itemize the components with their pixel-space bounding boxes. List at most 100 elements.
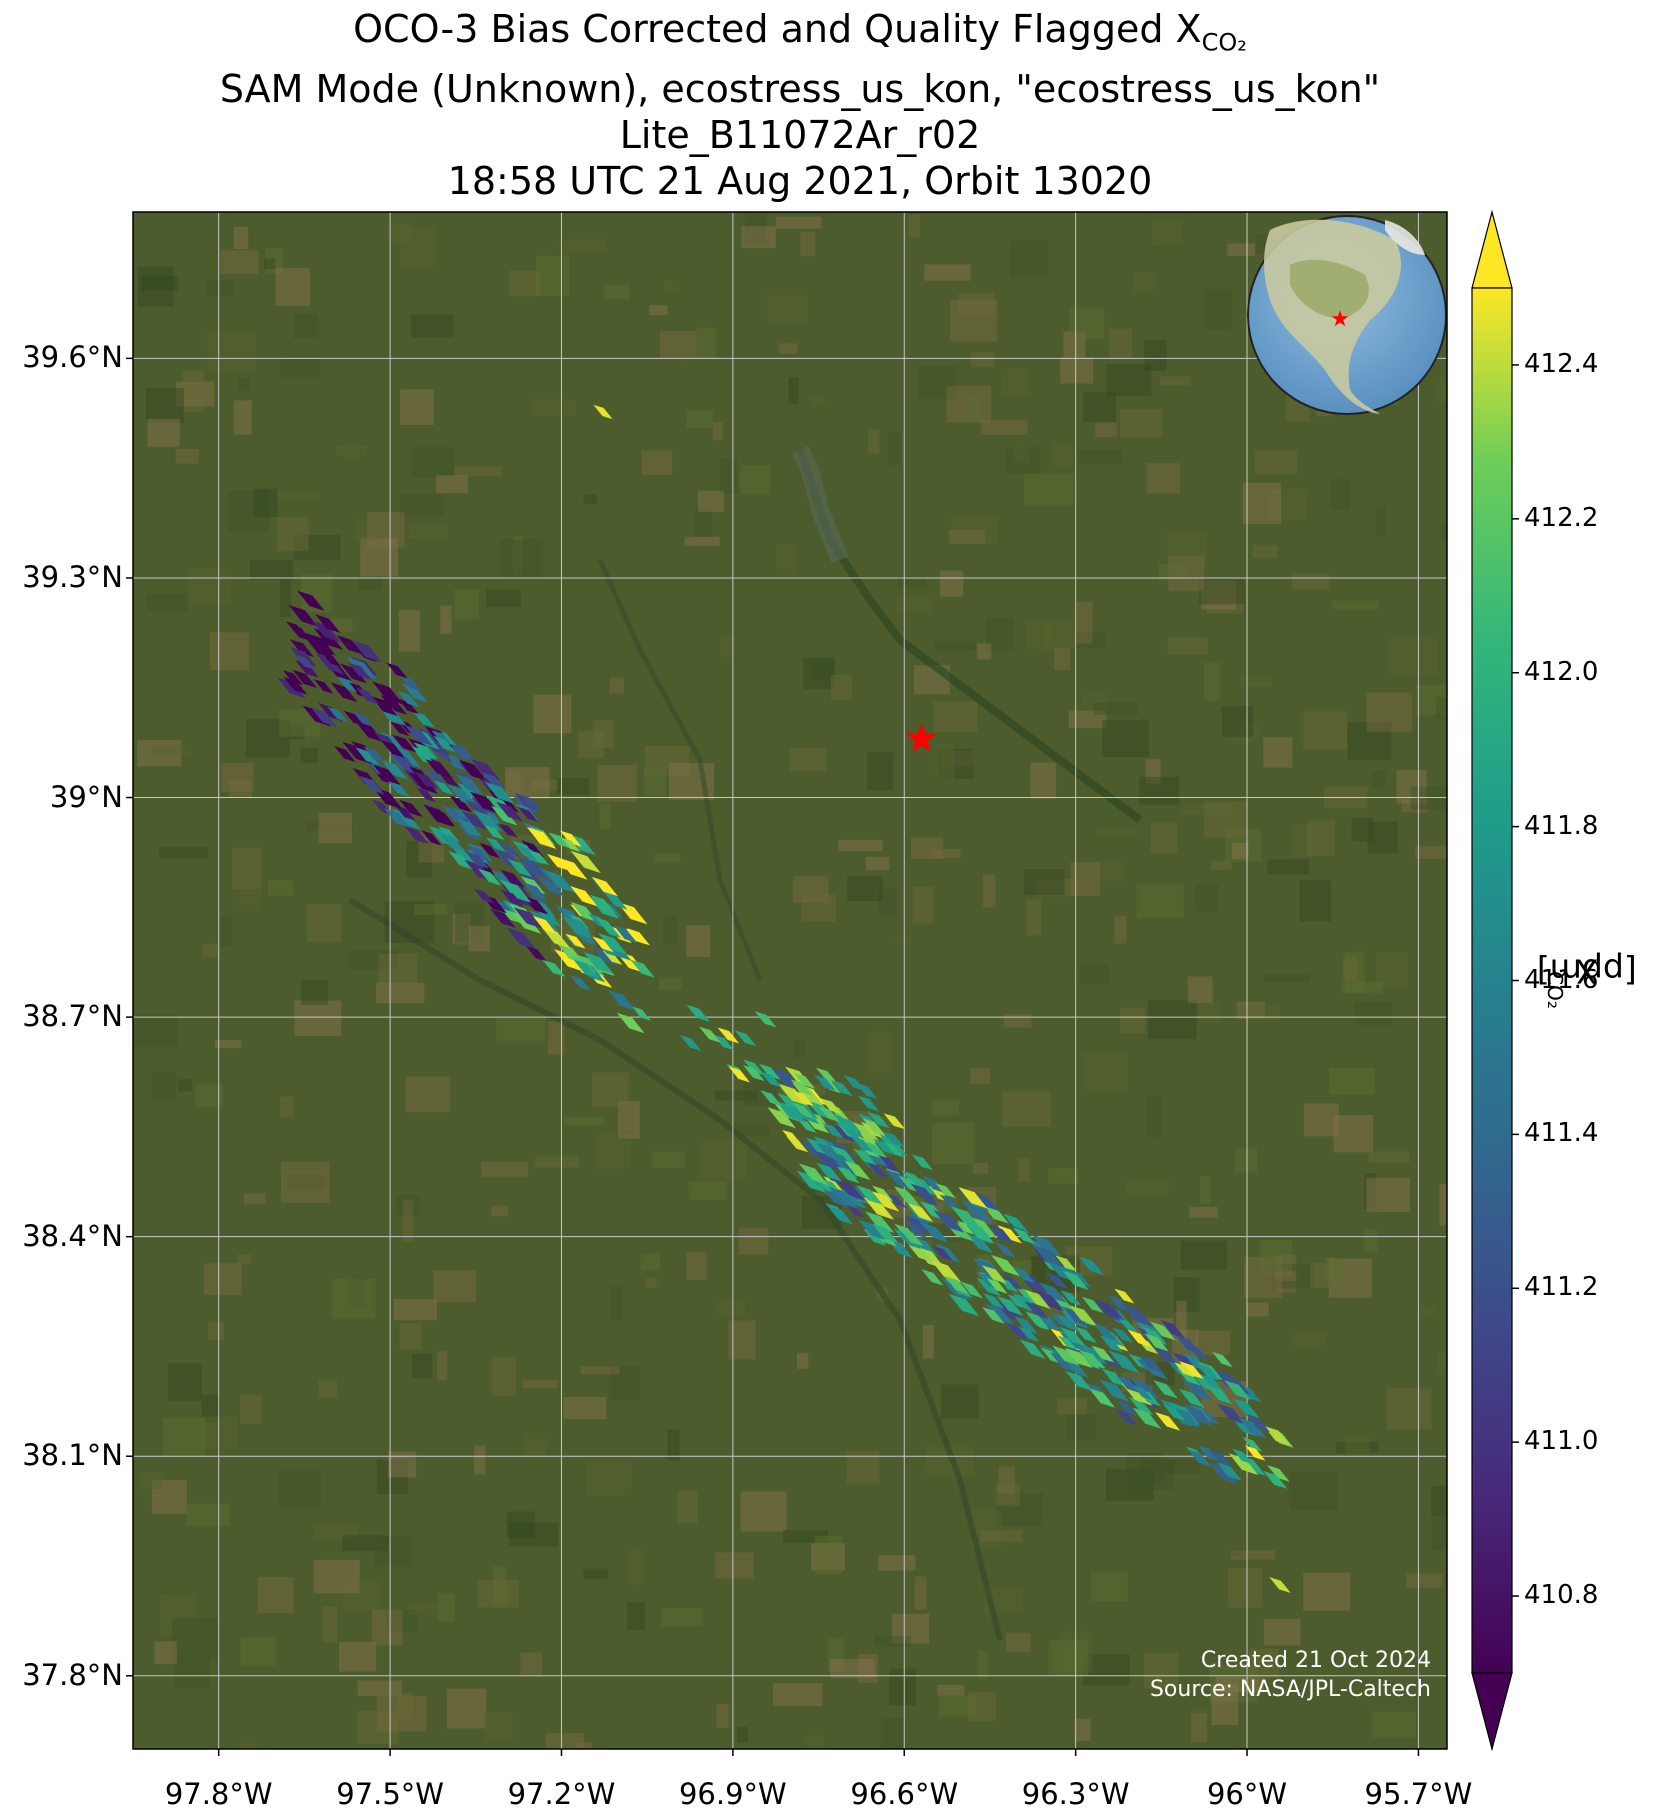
terrain-patch [667, 1429, 680, 1461]
terrain-patch [412, 1353, 433, 1379]
terrain-patch [137, 739, 182, 767]
sounding-footprint [981, 1203, 1009, 1224]
sounding-footprint [865, 1211, 895, 1233]
sounding-footprint [500, 879, 532, 903]
terrain-patch [1199, 1175, 1211, 1204]
sounding-footprint [1078, 1349, 1105, 1369]
terrain-patch [688, 1180, 727, 1200]
inset-globe-icon: ★ [1247, 215, 1447, 415]
terrain-patch [1222, 705, 1254, 738]
terrain-patch [1083, 1052, 1128, 1091]
terrain-patch [1209, 1664, 1259, 1703]
terrain-patch [1082, 693, 1107, 709]
terrain-patch [182, 370, 204, 413]
terrain-patch [874, 1635, 911, 1647]
colorbar-gradient [1471, 287, 1513, 1674]
colorbar-tick-label: 412.0 [1524, 656, 1599, 687]
terrain-patch [1263, 1618, 1301, 1646]
sounding-footprint [910, 1183, 937, 1203]
sounding-footprint [286, 621, 307, 637]
terrain-patch [175, 448, 199, 464]
sounding-footprint [355, 747, 380, 766]
sounding-footprint [699, 1026, 721, 1043]
terrain-patch [948, 529, 986, 544]
terrain-patch [1006, 1632, 1031, 1653]
sounding-footprint [363, 746, 386, 764]
terrain-patch [1095, 828, 1138, 837]
terrain-patch [1246, 1302, 1269, 1317]
terrain-patch [205, 280, 235, 296]
terrain-patch [910, 837, 943, 859]
terrain-patch [811, 1543, 845, 1571]
sounding-footprint [321, 651, 342, 667]
terrain-patch [1003, 1013, 1032, 1028]
sounding-footprint [316, 653, 344, 675]
sounding-footprint [1129, 1377, 1160, 1400]
sounding-footprint [864, 1141, 887, 1158]
colorbar-min-extend [1471, 1672, 1513, 1752]
terrain-patch [812, 659, 835, 680]
terrain-patch [1147, 1095, 1162, 1138]
sounding-footprint [844, 1160, 871, 1181]
sounding-footprint [542, 959, 566, 977]
terrain-patch [1108, 328, 1132, 358]
terrain-patch [1366, 692, 1412, 732]
terrain-patch [1203, 289, 1232, 330]
sounding-footprint [856, 1185, 883, 1205]
terrain-patch [1004, 446, 1040, 474]
sounding-footprint [982, 1293, 1005, 1309]
sounding-footprint [1142, 1326, 1167, 1346]
terrain-patch [378, 953, 418, 996]
sounding-footprint [932, 1245, 953, 1261]
terrain-patch [435, 475, 468, 494]
terrain-patch [1419, 1305, 1435, 1317]
terrain-patch [1415, 845, 1447, 860]
sounding-footprint [948, 1293, 980, 1317]
terrain-patch [847, 875, 883, 902]
sounding-footprint [1052, 1345, 1080, 1366]
terrain-patch [238, 881, 262, 911]
sounding-footprint [904, 1215, 929, 1234]
sounding-footprint [1232, 1398, 1260, 1419]
terrain-patch [932, 1122, 975, 1165]
terrain-patch [152, 745, 193, 756]
terrain-patch [866, 1031, 893, 1074]
sounding-footprint [546, 853, 570, 871]
terrain-patch [139, 1471, 162, 1490]
sounding-footprint [352, 640, 382, 663]
sounding-footprint [1115, 1409, 1138, 1426]
terrain-patch [651, 1151, 686, 1168]
terrain-patch [276, 516, 309, 552]
terrain-patch [372, 1609, 403, 1646]
sounding-footprint [872, 1185, 894, 1202]
terrain-patch [982, 874, 996, 908]
terrain-patch [306, 822, 354, 831]
terrain-patch [203, 1263, 243, 1295]
terrain-patch [837, 839, 883, 852]
sounding-footprint [390, 721, 410, 737]
terrain-patch [207, 1322, 225, 1341]
sounding-footprint [438, 832, 467, 853]
terrain-patch [201, 1394, 221, 1422]
terrain-patch [806, 1735, 824, 1749]
sounding-footprint [860, 1121, 883, 1138]
sounding-footprint [1183, 1404, 1214, 1427]
sounding-footprint [294, 654, 316, 670]
sounding-footprint [380, 694, 408, 715]
terrain-patch [803, 657, 835, 690]
terrain-patch [1333, 1115, 1374, 1153]
terrain-patch [410, 314, 454, 338]
terrain-patch [491, 1205, 509, 1217]
sounding-footprint [975, 1193, 1000, 1212]
sounding-footprint [517, 806, 538, 822]
terrain-patch [1105, 1468, 1154, 1501]
terrain-patch [1307, 820, 1335, 857]
sounding-footprint [292, 669, 318, 688]
terrain-patch [355, 519, 380, 541]
xco2-soundings [277, 404, 1294, 1593]
sounding-footprint [570, 975, 592, 991]
terrain-patch [1236, 1001, 1266, 1019]
longitude-label: 95.7°W [1364, 1777, 1473, 1811]
sounding-footprint [832, 1124, 858, 1144]
terrain-patch [1125, 1179, 1170, 1194]
